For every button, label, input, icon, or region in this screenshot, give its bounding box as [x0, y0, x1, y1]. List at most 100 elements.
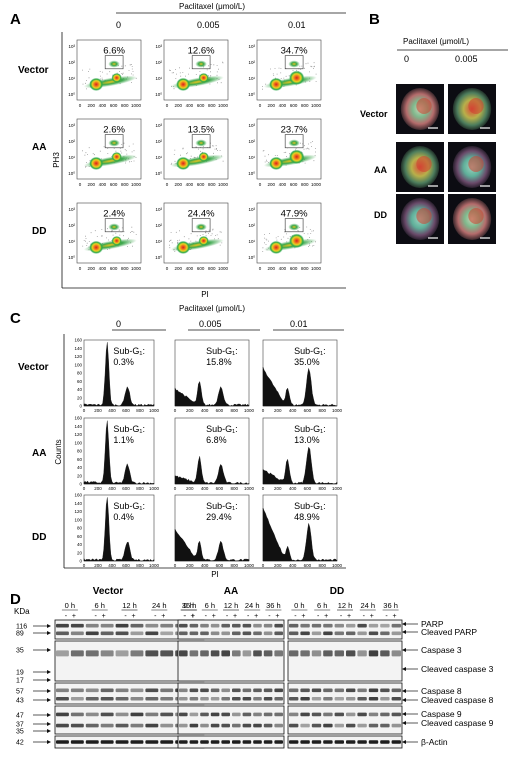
blot-band [357, 712, 367, 717]
mw-marker: 89 [16, 631, 24, 638]
histogram-ytick: 120 [74, 432, 82, 437]
panel-b-row-aa: AA [374, 165, 387, 175]
blot-band [130, 712, 144, 717]
blot-band [145, 712, 159, 717]
blot-band [221, 723, 230, 728]
blot-band [323, 650, 333, 657]
blot-timepoint: 0 h [294, 601, 304, 610]
blot-band [263, 623, 273, 628]
panel-d-group-vector: Vector [93, 586, 124, 597]
histogram-distribution [262, 446, 338, 485]
flow-ytick: 10¹ [155, 76, 162, 81]
blot-band [160, 631, 174, 636]
blot-band [357, 688, 367, 693]
band-label-arrowhead [402, 721, 406, 725]
flow-g2-hotspot [198, 73, 209, 83]
band-label: Cleaved caspase 9 [421, 718, 494, 728]
panel-c-row-dd: DD [32, 532, 46, 543]
if-chromatin [416, 156, 432, 172]
blot-band [221, 696, 230, 701]
histogram-r1-c1 [174, 417, 250, 485]
histogram-xtick: 600 [122, 563, 130, 568]
blot-band [242, 650, 252, 657]
blot-band [85, 696, 99, 701]
blot-band [368, 723, 379, 728]
blot-timepoint: 0 h [183, 601, 193, 610]
blot-band [130, 631, 144, 636]
flow-xtick: 0 [166, 266, 169, 271]
blot-band [115, 696, 129, 701]
band-label: Caspase 8 [421, 686, 462, 696]
flow-ytick: 10² [68, 223, 75, 228]
flow-xtick: 1000 [218, 103, 229, 108]
blot-band [85, 650, 99, 657]
blot-band [334, 623, 344, 628]
histogram-xtick: 1000 [149, 408, 160, 413]
blot-band [189, 631, 199, 636]
flow-ytick: 10⁰ [155, 171, 162, 176]
blot-band [380, 723, 390, 728]
blot-plus: + [275, 613, 279, 620]
flow-xtick: 600 [290, 266, 298, 271]
blot-band [115, 623, 129, 628]
if-chromatin [468, 98, 484, 114]
histogram-ytick: 0 [79, 482, 82, 487]
blot-band [311, 688, 322, 693]
blot-minus: - [205, 613, 208, 620]
flow-xtick: 200 [87, 266, 95, 271]
histogram-ytick: 100 [74, 362, 82, 367]
blot-band [179, 650, 188, 657]
if-chromatin [416, 208, 432, 224]
mw-marker: 35 [16, 729, 24, 736]
flow-plot-r2-c2 [256, 202, 322, 264]
blot-band [210, 712, 220, 717]
flow-g2-hotspot [198, 236, 209, 246]
blot-plus: + [131, 613, 135, 620]
flow-xtick: 400 [99, 266, 107, 271]
histogram-ytick: 140 [74, 424, 82, 429]
blot-strip [177, 682, 285, 705]
flow-ytick: 10⁰ [68, 171, 75, 176]
flow-mitotic-gate [284, 134, 304, 149]
blot-band [242, 623, 252, 628]
flow-percentage-label: 47.9% [281, 209, 308, 220]
histogram-xtick: 800 [318, 486, 326, 491]
mw-marker: 42 [16, 740, 24, 747]
if-chromatin [468, 156, 484, 172]
blot-band [323, 623, 333, 628]
blot-band [189, 696, 199, 701]
subg1-label: Sub-G₁: [113, 501, 145, 511]
panel-a-dose-1: 0.005 [197, 20, 220, 30]
panel-b-row-vector: Vector [360, 109, 388, 119]
histogram-xtick: 200 [186, 486, 194, 491]
blot-band [357, 740, 367, 744]
blot-minus: - [65, 613, 68, 620]
blot-band [380, 740, 390, 744]
flow-g2-hotspot [111, 152, 122, 162]
flow-xtick: 400 [99, 103, 107, 108]
histogram-r0-c0 [83, 339, 155, 407]
flow-mitotic-population [288, 139, 300, 147]
subg1-value: 0.4% [113, 512, 134, 522]
blot-band [160, 712, 174, 717]
histogram-r1-c2 [262, 417, 338, 485]
flow-g1-hotspot [269, 156, 284, 170]
blot-band [346, 688, 356, 693]
blot-plus: + [161, 613, 165, 620]
blot-band [189, 650, 199, 657]
flow-xtick: 400 [279, 182, 287, 187]
band-label: Cleaved PARP [421, 627, 477, 637]
mw-marker: 57 [16, 689, 24, 696]
mw-marker: 35 [16, 648, 24, 655]
flow-xtick: 200 [87, 103, 95, 108]
histogram-distribution [262, 507, 338, 562]
histogram-ytick: 0 [79, 404, 82, 409]
blot-band [130, 740, 144, 744]
blot-band [145, 740, 159, 744]
blot-band [334, 723, 344, 728]
histogram-xtick: 200 [186, 563, 194, 568]
subg1-value: 1.1% [113, 435, 134, 445]
panel-a-row-aa: AA [32, 142, 46, 153]
blot-band [253, 631, 262, 636]
mw-arrowhead [47, 631, 51, 635]
